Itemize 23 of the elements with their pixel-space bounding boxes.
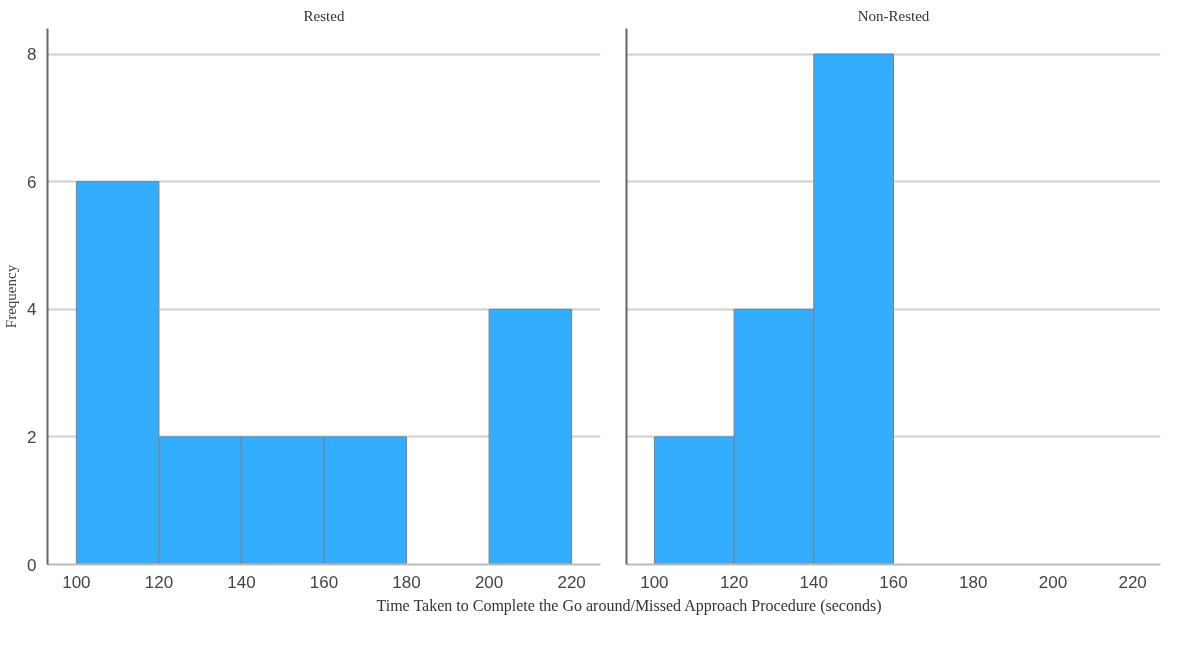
x-tick-label: 160 [879,572,908,592]
x-tick-label: 140 [799,572,828,592]
y-axis-title: Frequency [3,264,20,329]
x-tick-label: 100 [62,572,91,592]
x-tick-label: 220 [1118,572,1147,592]
chart-title: Non-Rested [857,7,930,24]
x-tick-label: 180 [959,572,988,592]
x-tick-label: 220 [557,572,586,592]
x-tick-label: 160 [309,572,339,592]
x-tick-label: 200 [1038,572,1068,592]
y-tick-label: 6 [27,172,37,192]
x-tick-label: 120 [719,572,749,592]
x-tick-label: 140 [227,572,256,592]
x-tick-label: 200 [474,572,504,592]
chart-title: Rested [303,7,345,24]
x-tick-label: 120 [144,572,174,592]
x-tick-label: 100 [640,572,669,592]
y-tick-label: 8 [27,45,37,65]
y-tick-label: 2 [27,427,37,447]
y-tick-label: 0 [27,555,37,575]
y-tick-label: 4 [27,300,37,320]
x-tick-label: 180 [392,572,421,592]
x-axis-title: Time Taken to Complete the Go around/Missed Approach Procedure (seconds) [376,596,882,617]
